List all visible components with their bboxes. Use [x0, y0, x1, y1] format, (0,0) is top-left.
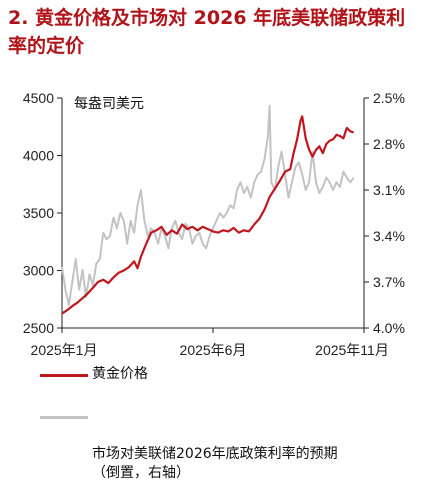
- axes-layer: [57, 97, 369, 333]
- legend-swatch-rate: [40, 416, 88, 419]
- unit-label: 每盎司美元: [74, 96, 144, 112]
- series-layer: [61, 104, 355, 315]
- y-right-tick-label: 3.4%: [373, 228, 405, 244]
- legend-label-rate: 市场对美联储2026年底政策利率的预期 （倒置，右轴）: [92, 446, 338, 481]
- legend-swatch-gold: [40, 374, 88, 377]
- legend-item-rate: 市场对美联储2026年底政策利率的预期 （倒置，右轴）: [40, 407, 338, 502]
- y-right-tick-label: 2.8%: [373, 136, 405, 152]
- series-line-rate-expectation: [61, 104, 355, 306]
- chart-title: 2. 黄金价格及市场对 2026 年底美联储政策利率的定价: [8, 7, 406, 57]
- y-right-tick-label: 3.1%: [373, 182, 405, 198]
- x-tick-label: 2025年11月: [315, 342, 389, 358]
- legend-item-gold: 黄金价格: [40, 365, 148, 384]
- y-left-tick-label: 4500: [23, 90, 54, 106]
- chart: 2500 3000 3500 4000 4500 2.5% 2.8% 3.1% 3.4% 3.7%…: [23, 90, 405, 358]
- legend-label-gold: 黄金价格: [92, 366, 148, 382]
- y-right-tick-label: 4.0%: [373, 320, 405, 336]
- y-right-tick-label: 2.5%: [373, 90, 405, 106]
- tick-labels: 2500 3000 3500 4000 4500 2.5% 2.8% 3.1% 3.4% 3.7%…: [23, 90, 405, 358]
- y-right-tick-label: 3.7%: [373, 274, 405, 290]
- x-tick-label: 2025年6月: [180, 342, 247, 358]
- x-tick-label: 2025年1月: [31, 342, 98, 358]
- series-line-gold-price: [61, 115, 355, 315]
- y-left-tick-label: 3000: [23, 263, 54, 279]
- y-left-tick-label: 3500: [23, 205, 54, 221]
- y-left-tick-label: 4000: [23, 148, 54, 164]
- y-left-tick-label: 2500: [23, 320, 54, 336]
